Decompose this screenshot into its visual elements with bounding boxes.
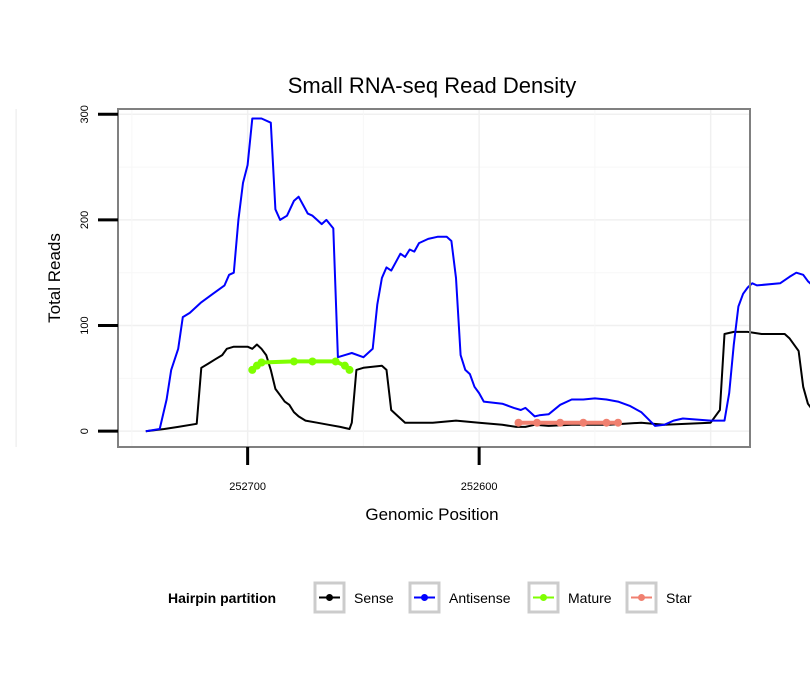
- panel-border: [117, 108, 751, 448]
- series-point-star: [514, 418, 523, 427]
- x-tick-label: 252600: [461, 481, 498, 493]
- series-layer: [145, 117, 810, 433]
- legend-key-point: [540, 594, 547, 601]
- y-tick-label: 300: [79, 105, 91, 123]
- x-axis: 252700 252600: [229, 447, 498, 493]
- x-tick-label: 252700: [229, 481, 266, 493]
- series-point-star: [533, 418, 542, 427]
- series-point-mature: [257, 358, 266, 367]
- y-tick-label: 0: [79, 428, 91, 434]
- legend-title: Hairpin partition: [168, 590, 276, 606]
- series-point-star: [614, 418, 623, 427]
- legend: Hairpin partition Sense Antisense Mature St…: [168, 581, 692, 614]
- y-tick-label: 200: [79, 211, 91, 229]
- y-axis-title: Total Reads: [45, 233, 64, 323]
- legend-label-star: Star: [666, 590, 692, 606]
- plot-panel: [118, 109, 750, 447]
- series-point-mature: [289, 357, 298, 366]
- series-point-mature: [331, 357, 340, 366]
- legend-key-point: [421, 594, 428, 601]
- x-axis-title: Genomic Position: [365, 505, 498, 524]
- series-line-antisense: [145, 117, 810, 433]
- chart-title: Small RNA-seq Read Density: [288, 73, 577, 98]
- series-line-sense: [145, 330, 810, 433]
- legend-label-sense: Sense: [354, 590, 394, 606]
- plot-background: [118, 109, 750, 447]
- legend-key-point: [638, 594, 645, 601]
- legend-label-antisense: Antisense: [449, 590, 511, 606]
- gridlines: [15, 109, 750, 447]
- series-point-star: [556, 418, 565, 427]
- series-point-star: [602, 418, 611, 427]
- series-point-mature: [308, 357, 317, 366]
- y-axis: 0 100 200 300: [79, 105, 118, 434]
- series-point-mature: [345, 365, 354, 374]
- legend-label-mature: Mature: [568, 590, 612, 606]
- y-tick-label: 100: [79, 316, 91, 334]
- legend-key-point: [326, 594, 333, 601]
- series-point-star: [579, 418, 588, 427]
